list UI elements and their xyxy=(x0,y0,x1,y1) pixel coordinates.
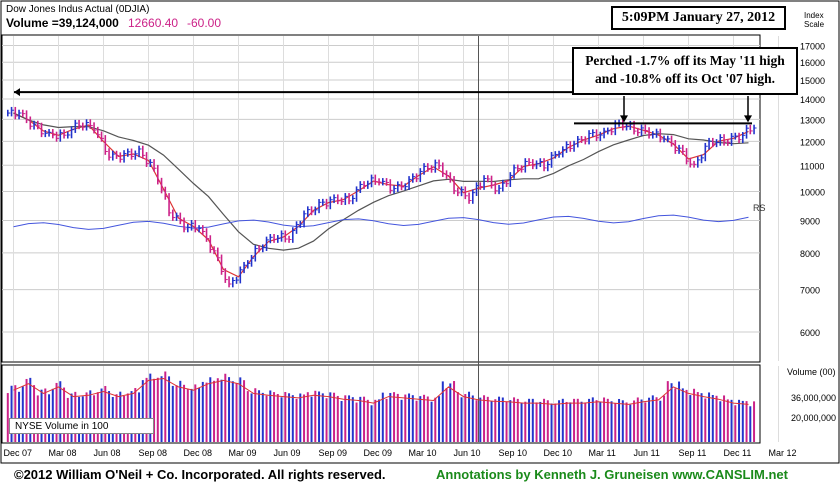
copyright-footer: ©2012 William O'Neil + Co. Incorporated.… xyxy=(14,467,386,482)
nyse-volume-label: NYSE Volume in 100 xyxy=(9,418,154,434)
x-tick-label: Dec 10 xyxy=(544,448,573,458)
x-tick-label: Jun 09 xyxy=(274,448,301,458)
y-tick-label: 13000 xyxy=(800,115,825,125)
x-tick-label: Sep 11 xyxy=(679,448,707,458)
arrow-down-icon xyxy=(620,115,628,123)
y-tick-label: 16000 xyxy=(800,58,825,68)
y-tick-label: 14000 xyxy=(800,95,825,105)
x-tick-label: Mar 11 xyxy=(589,448,616,458)
y-tick-label: 7000 xyxy=(800,286,820,296)
price-change: -60.00 xyxy=(187,16,221,30)
volume-label: Volume =39,124,000 xyxy=(6,16,119,30)
x-tick-label: Dec 07 xyxy=(4,448,33,458)
index-scale-label: Index Scale xyxy=(804,11,825,29)
ma-long-line xyxy=(13,112,749,251)
x-tick-label: Sep 10 xyxy=(499,448,528,458)
x-tick-label: Dec 08 xyxy=(184,448,213,458)
timestamp-box: 5:09PM January 27, 2012 xyxy=(611,6,786,30)
annotation-line2: and -10.8% off its Oct '07 high. xyxy=(594,71,775,86)
volume-tick-label: 36,000,000 xyxy=(791,393,836,403)
credit-footer: Annotations by Kenneth J. Gruneisen www.… xyxy=(436,467,788,482)
x-tick-label: Mar 09 xyxy=(229,448,257,458)
annotation-box: Perched -1.7% off its May '11 high and -… xyxy=(572,47,798,95)
y-tick-label: 9000 xyxy=(800,216,820,226)
rs-label: RS xyxy=(753,203,766,213)
rs-line xyxy=(13,214,749,230)
x-tick-label: Jun 11 xyxy=(634,448,660,458)
y-tick-label: 17000 xyxy=(800,42,825,52)
x-tick-label: Mar 08 xyxy=(49,448,77,458)
volume-panel xyxy=(1,364,761,444)
x-tick-label: Jun 10 xyxy=(454,448,481,458)
volume-tick-label: 20,000,000 xyxy=(791,413,836,423)
y-tick-label: 12000 xyxy=(800,137,825,147)
y-tick-label: 6000 xyxy=(800,328,820,338)
price-bars xyxy=(7,106,757,288)
y-tick-label: 11000 xyxy=(800,161,824,171)
x-tick-label: Dec 11 xyxy=(724,448,752,458)
price-panel xyxy=(1,34,761,363)
x-tick-label: Mar 10 xyxy=(409,448,437,458)
arrow-left-icon xyxy=(14,88,20,97)
y-tick-label: 10000 xyxy=(800,188,825,198)
x-tick-label: Sep 08 xyxy=(139,448,168,458)
x-tick-label: Sep 09 xyxy=(319,448,348,458)
y-tick-label: 15000 xyxy=(800,76,825,86)
y-tick-label: 8000 xyxy=(800,249,820,259)
y-axis-ticks: 6000 7000 8000 9000 10000 11000 12000 13000 1400… xyxy=(800,42,825,338)
volume-scale-label: Volume (00) xyxy=(787,367,836,377)
x-axis-ticks: Dec 07 Mar 08 Jun 08 Sep 08 Dec 08 Mar 09 Jun … xyxy=(4,448,797,458)
price-value: 12660.40 xyxy=(128,16,178,30)
volume-axis-ticks: 36,000,000 20,000,000 xyxy=(791,393,836,423)
arrow-down-icon xyxy=(744,115,752,123)
x-tick-label: Dec 09 xyxy=(364,448,393,458)
x-tick-label: Mar 12 xyxy=(769,448,797,458)
chart-title: Dow Jones Indus Actual (0DJIA) xyxy=(6,4,149,15)
annotation-line1: Perched -1.7% off its May '11 high xyxy=(585,53,785,68)
x-tick-label: Jun 08 xyxy=(94,448,121,458)
rs-series-line xyxy=(13,214,749,230)
volume-avg-line xyxy=(13,377,749,405)
